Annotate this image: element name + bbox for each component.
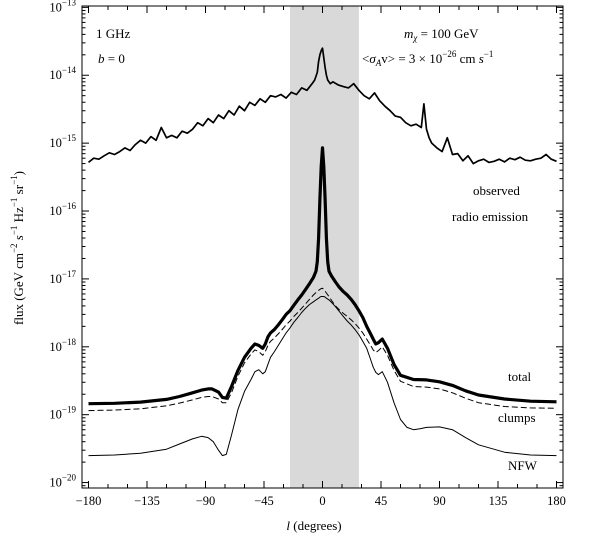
y-axis-exp-a: −2 [9, 243, 19, 253]
x-tick-labels: −180 −135 −90 −45 0 45 90 135 180 [76, 494, 566, 508]
cross-section-value: v> = 3 × 10 [381, 51, 442, 66]
latitude-label: b = 0 [98, 51, 125, 66]
total-label: total [508, 369, 531, 384]
cross-section-sigma: σ [369, 51, 376, 66]
cross-section-subscript: A [375, 58, 382, 68]
y-axis-part-c: Hz [11, 207, 26, 226]
y-axis-exp-c: −1 [9, 198, 19, 208]
x-tick-label: 0 [319, 494, 325, 508]
y-tick-base: 10 [49, 476, 62, 490]
y-axis-part-a: flux (GeV cm [11, 253, 26, 325]
y-axis-exp-b: −1 [9, 226, 19, 236]
y-tick-base: 10 [49, 272, 62, 286]
y-tick-exponent: −15 [62, 133, 77, 143]
plot-frame [81, 5, 564, 489]
mass-label: mχ = 100 GeV [404, 26, 479, 43]
observed-curve [87, 47, 557, 165]
x-axis-unit: (degrees) [290, 518, 342, 533]
clumps-curve [88, 287, 557, 412]
y-tick-label: 10−19 [49, 405, 76, 422]
y-axis-part-b: s [11, 235, 26, 243]
y-tick-label: 10−15 [49, 133, 76, 150]
y-tick-base: 10 [49, 136, 62, 150]
observed-label-line2: radio emission [452, 209, 529, 224]
x-tick-label: −135 [134, 494, 160, 508]
cross-section-s: s [479, 51, 484, 66]
mass-subscript: χ [412, 33, 418, 43]
x-tick-label: −45 [254, 494, 274, 508]
y-tick-exponent: −17 [62, 269, 77, 279]
y-tick-exponent: −14 [62, 65, 77, 75]
nfw-curve [88, 296, 557, 457]
cross-section-open: < [362, 51, 369, 66]
clumps-label: clumps [498, 410, 536, 425]
y-tick-label: 10−17 [49, 269, 76, 286]
y-tick-label: 10−14 [49, 65, 76, 82]
cross-section-label: <σAv> = 3 × 10−26 cm s−1 [362, 49, 493, 68]
latitude-var: b [98, 51, 105, 66]
x-tick-label: 45 [375, 494, 388, 508]
y-tick-base: 10 [49, 204, 62, 218]
y-tick-label: 10−18 [49, 337, 76, 354]
y-tick-exponent: −16 [62, 201, 77, 211]
total-curve [88, 146, 557, 406]
axis-ticks [82, 6, 563, 488]
x-axis-var: l [286, 518, 290, 533]
y-axis-title: flux (GeV cm−2 s−1 Hz−1 sr−1) [9, 171, 26, 325]
cross-section-exponent2: −1 [484, 49, 494, 59]
observed-label-line1: observed [473, 183, 520, 198]
y-tick-label: 10−16 [49, 201, 76, 218]
y-tick-exponent: −20 [62, 473, 77, 483]
y-tick-label: 10−13 [49, 0, 76, 14]
x-tick-label: 135 [489, 494, 508, 508]
frequency-label: 1 GHz [96, 26, 131, 41]
x-tick-label: 90 [433, 494, 446, 508]
y-tick-base: 10 [49, 408, 62, 422]
y-axis-part-e: ) [11, 171, 26, 175]
galactic-center-band [290, 6, 359, 488]
mass-var: m [404, 26, 413, 41]
y-tick-base: 10 [49, 68, 62, 82]
y-tick-exponent: −18 [62, 337, 77, 347]
x-tick-label: −90 [196, 494, 216, 508]
latitude-value: = 0 [105, 51, 125, 66]
x-tick-label: 180 [547, 494, 566, 508]
cross-section-unit: cm [456, 51, 478, 66]
cross-section-exponent: −26 [442, 49, 457, 59]
series-group [87, 47, 557, 457]
y-tick-label: 10−20 [49, 473, 76, 490]
x-tick-label: −180 [76, 494, 102, 508]
mass-value: = 100 GeV [417, 26, 479, 41]
x-axis-title: l (degrees) [286, 518, 341, 533]
y-tick-exponent: −19 [62, 405, 77, 415]
y-axis-exp-d: −1 [9, 175, 19, 185]
y-tick-base: 10 [49, 340, 62, 354]
y-tick-base: 10 [49, 0, 62, 14]
y-axis-part-d: sr [11, 184, 26, 197]
y-tick-exponent: −13 [62, 0, 77, 7]
nfw-label: NFW [508, 458, 538, 473]
